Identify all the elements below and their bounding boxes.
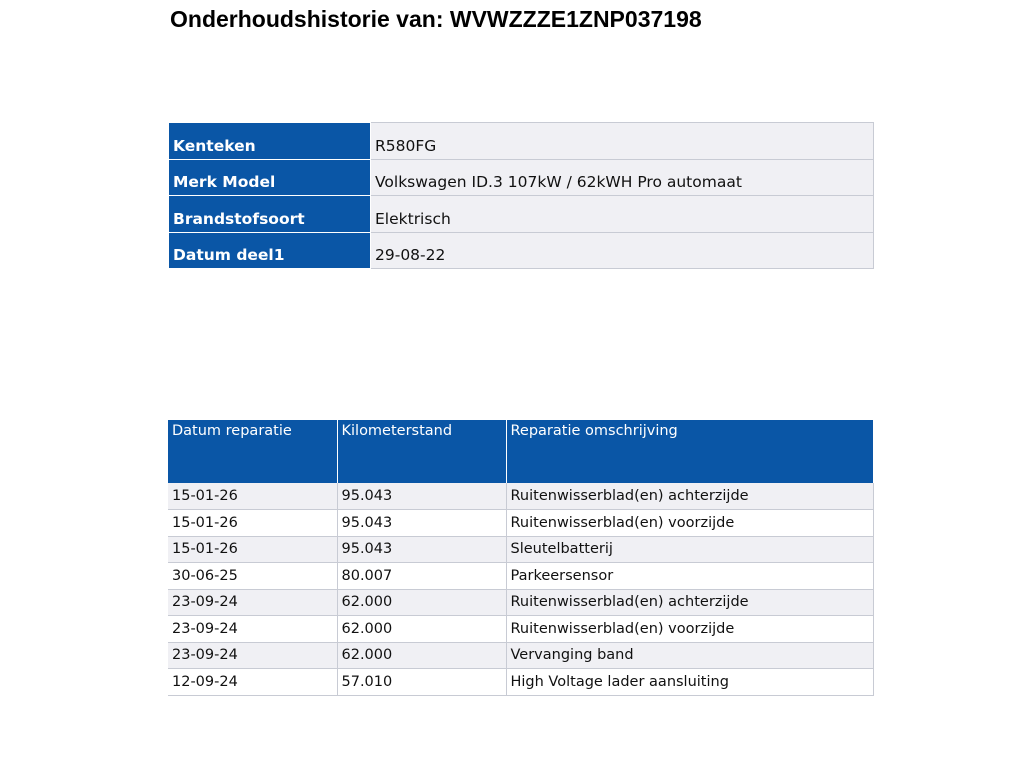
- table-row: 15-01-26 95.043 Sleutelbatterij: [168, 536, 874, 563]
- info-value: R580FG: [370, 122, 874, 160]
- table-header-row: Datum reparatie Kilometerstand Reparatie…: [168, 420, 874, 483]
- page-title: Onderhoudshistorie van: WVWZZZE1ZNP03719…: [170, 6, 702, 32]
- repair-description: High Voltage lader aansluiting: [506, 668, 874, 696]
- repair-mileage: 95.043: [337, 509, 507, 537]
- repair-date: 15-01-26: [168, 536, 338, 563]
- table-row: 23-09-24 62.000 Ruitenwisserblad(en) achte…: [168, 589, 874, 616]
- column-header-date: Datum reparatie: [168, 420, 338, 483]
- repair-date: 30-06-25: [168, 562, 338, 590]
- repair-description: Ruitenwisserblad(en) achterzijde: [506, 589, 874, 616]
- repair-description: Ruitenwisserblad(en) voorzijde: [506, 509, 874, 537]
- table-row: 12-09-24 57.010 High Voltage lader aanslui…: [168, 668, 874, 696]
- info-value: 29-08-22: [370, 231, 874, 269]
- repair-description: Sleutelbatterij: [506, 536, 874, 563]
- repair-date: 15-01-26: [168, 509, 338, 537]
- table-row: 15-01-26 95.043 Ruitenwisserblad(en) voorz…: [168, 509, 874, 537]
- column-header-description: Reparatie omschrijving: [506, 420, 874, 483]
- repair-mileage: 62.000: [337, 615, 507, 643]
- column-header-mileage: Kilometerstand: [337, 420, 507, 483]
- repair-history-table: Datum reparatie Kilometerstand Reparatie…: [168, 420, 874, 696]
- info-row: Datum deel1 29-08-22: [168, 231, 874, 269]
- repair-date: 23-09-24: [168, 615, 338, 643]
- table-row: 23-09-24 62.000 Vervanging band: [168, 642, 874, 669]
- info-label: Brandstofsoort: [168, 195, 371, 233]
- info-row: Brandstofsoort Elektrisch: [168, 195, 874, 233]
- repair-mileage: 62.000: [337, 642, 507, 669]
- repair-date: 15-01-26: [168, 483, 338, 510]
- vehicle-info-table: Kenteken R580FG Merk Model Volkswagen ID.3 …: [168, 122, 874, 269]
- repair-mileage: 95.043: [337, 483, 507, 510]
- info-row: Merk Model Volkswagen ID.3 107kW / 62kWH …: [168, 158, 874, 196]
- repair-description: Ruitenwisserblad(en) achterzijde: [506, 483, 874, 510]
- info-value: Elektrisch: [370, 195, 874, 233]
- repair-date: 23-09-24: [168, 589, 338, 616]
- repair-mileage: 95.043: [337, 536, 507, 563]
- info-value: Volkswagen ID.3 107kW / 62kWH Pro automa…: [370, 158, 874, 196]
- table-row: 30-06-25 80.007 Parkeersensor: [168, 562, 874, 590]
- repair-mileage: 80.007: [337, 562, 507, 590]
- repair-date: 23-09-24: [168, 642, 338, 669]
- table-row: 15-01-26 95.043 Ruitenwisserblad(en) achte…: [168, 483, 874, 510]
- repair-mileage: 62.000: [337, 589, 507, 616]
- table-row: 23-09-24 62.000 Ruitenwisserblad(en) voorz…: [168, 615, 874, 643]
- info-label: Datum deel1: [168, 231, 371, 269]
- repair-description: Vervanging band: [506, 642, 874, 669]
- info-label: Kenteken: [168, 122, 371, 160]
- repair-description: Parkeersensor: [506, 562, 874, 590]
- info-label: Merk Model: [168, 158, 371, 196]
- repair-mileage: 57.010: [337, 668, 507, 696]
- repair-description: Ruitenwisserblad(en) voorzijde: [506, 615, 874, 643]
- info-row: Kenteken R580FG: [168, 122, 874, 160]
- repair-date: 12-09-24: [168, 668, 338, 696]
